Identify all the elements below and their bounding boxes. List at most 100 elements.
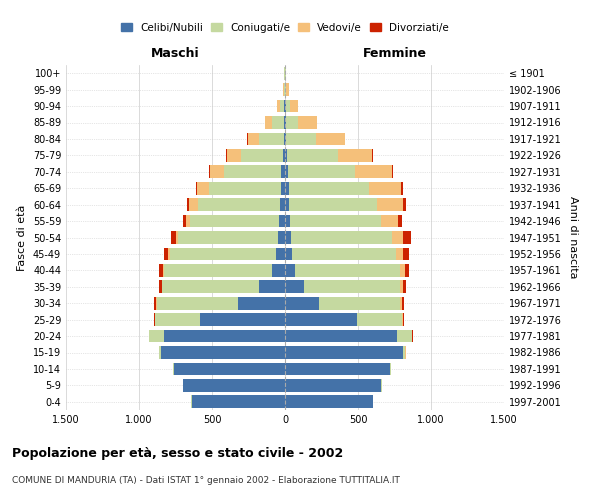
Bar bbox=[190, 214, 279, 228]
Bar bbox=[285, 264, 295, 277]
Bar bbox=[280, 100, 284, 112]
Bar bbox=[290, 214, 380, 228]
Bar bbox=[284, 116, 285, 129]
Bar bbox=[316, 132, 345, 145]
Bar bbox=[284, 83, 285, 96]
Bar bbox=[338, 149, 372, 162]
Bar bbox=[281, 166, 285, 178]
Bar bbox=[168, 248, 170, 260]
Bar bbox=[356, 313, 402, 326]
Bar bbox=[241, 149, 283, 162]
Bar bbox=[286, 100, 290, 112]
Bar bbox=[174, 362, 285, 376]
Bar bbox=[224, 166, 281, 178]
Bar bbox=[403, 346, 406, 359]
Bar bbox=[226, 149, 227, 162]
Bar bbox=[285, 313, 356, 326]
Bar bbox=[289, 182, 369, 194]
Bar bbox=[290, 100, 298, 112]
Bar bbox=[380, 214, 398, 228]
Y-axis label: Fasce di età: Fasce di età bbox=[17, 204, 27, 270]
Bar bbox=[403, 231, 410, 244]
Bar bbox=[369, 182, 401, 194]
Bar bbox=[286, 116, 298, 129]
Bar bbox=[288, 166, 355, 178]
Text: Maschi: Maschi bbox=[151, 47, 200, 60]
Bar bbox=[400, 264, 405, 277]
Bar bbox=[402, 313, 403, 326]
Bar bbox=[289, 198, 377, 211]
Bar bbox=[390, 362, 391, 376]
Bar bbox=[259, 280, 285, 293]
Bar bbox=[401, 297, 404, 310]
Bar bbox=[248, 132, 259, 145]
Bar bbox=[285, 330, 397, 342]
Bar bbox=[355, 166, 392, 178]
Bar bbox=[186, 214, 190, 228]
Bar bbox=[285, 182, 289, 194]
Bar bbox=[157, 297, 238, 310]
Bar bbox=[372, 149, 373, 162]
Bar bbox=[154, 297, 156, 310]
Bar bbox=[285, 231, 291, 244]
Bar bbox=[187, 198, 190, 211]
Bar bbox=[400, 280, 403, 293]
Bar bbox=[285, 280, 304, 293]
Bar bbox=[283, 83, 284, 96]
Bar bbox=[285, 132, 286, 145]
Bar bbox=[285, 362, 390, 376]
Bar bbox=[191, 396, 285, 408]
Bar bbox=[159, 280, 162, 293]
Bar bbox=[400, 297, 401, 310]
Bar bbox=[259, 132, 284, 145]
Bar bbox=[178, 231, 278, 244]
Bar bbox=[286, 132, 316, 145]
Bar bbox=[200, 313, 285, 326]
Bar bbox=[190, 198, 198, 211]
Bar bbox=[238, 297, 285, 310]
Bar bbox=[285, 214, 290, 228]
Bar bbox=[276, 248, 285, 260]
Bar bbox=[279, 214, 285, 228]
Bar bbox=[403, 280, 406, 293]
Bar bbox=[285, 116, 286, 129]
Bar bbox=[405, 264, 409, 277]
Text: Popolazione per età, sesso e stato civile - 2002: Popolazione per età, sesso e stato civil… bbox=[12, 448, 343, 460]
Bar bbox=[392, 231, 403, 244]
Bar bbox=[291, 231, 392, 244]
Bar bbox=[171, 231, 176, 244]
Legend: Celibi/Nubili, Coniugati/e, Vedovi/e, Divorziati/e: Celibi/Nubili, Coniugati/e, Vedovi/e, Di… bbox=[117, 18, 453, 37]
Y-axis label: Anni di nascita: Anni di nascita bbox=[568, 196, 578, 279]
Bar bbox=[284, 132, 285, 145]
Bar bbox=[277, 100, 280, 112]
Bar bbox=[173, 362, 174, 376]
Bar bbox=[196, 182, 197, 194]
Bar bbox=[164, 264, 272, 277]
Bar bbox=[210, 166, 224, 178]
Bar bbox=[156, 297, 157, 310]
Bar bbox=[285, 346, 403, 359]
Bar bbox=[272, 264, 285, 277]
Bar bbox=[155, 313, 200, 326]
Bar bbox=[163, 264, 164, 277]
Bar bbox=[183, 379, 285, 392]
Bar bbox=[176, 231, 178, 244]
Bar bbox=[280, 198, 285, 211]
Bar bbox=[164, 248, 168, 260]
Bar bbox=[281, 182, 285, 194]
Bar bbox=[298, 116, 317, 129]
Text: Femmine: Femmine bbox=[362, 47, 427, 60]
Bar bbox=[285, 198, 289, 211]
Bar bbox=[304, 280, 400, 293]
Bar bbox=[170, 248, 276, 260]
Text: COMUNE DI MANDURIA (TA) - Dati ISTAT 1° gennaio 2002 - Elaborazione TUTTITALIA.I: COMUNE DI MANDURIA (TA) - Dati ISTAT 1° … bbox=[12, 476, 400, 485]
Bar bbox=[183, 214, 186, 228]
Bar bbox=[292, 248, 396, 260]
Bar bbox=[284, 67, 285, 80]
Bar bbox=[209, 166, 210, 178]
Bar bbox=[154, 313, 155, 326]
Bar bbox=[278, 231, 285, 244]
Bar bbox=[285, 83, 286, 96]
Bar bbox=[160, 264, 163, 277]
Bar bbox=[159, 346, 161, 359]
